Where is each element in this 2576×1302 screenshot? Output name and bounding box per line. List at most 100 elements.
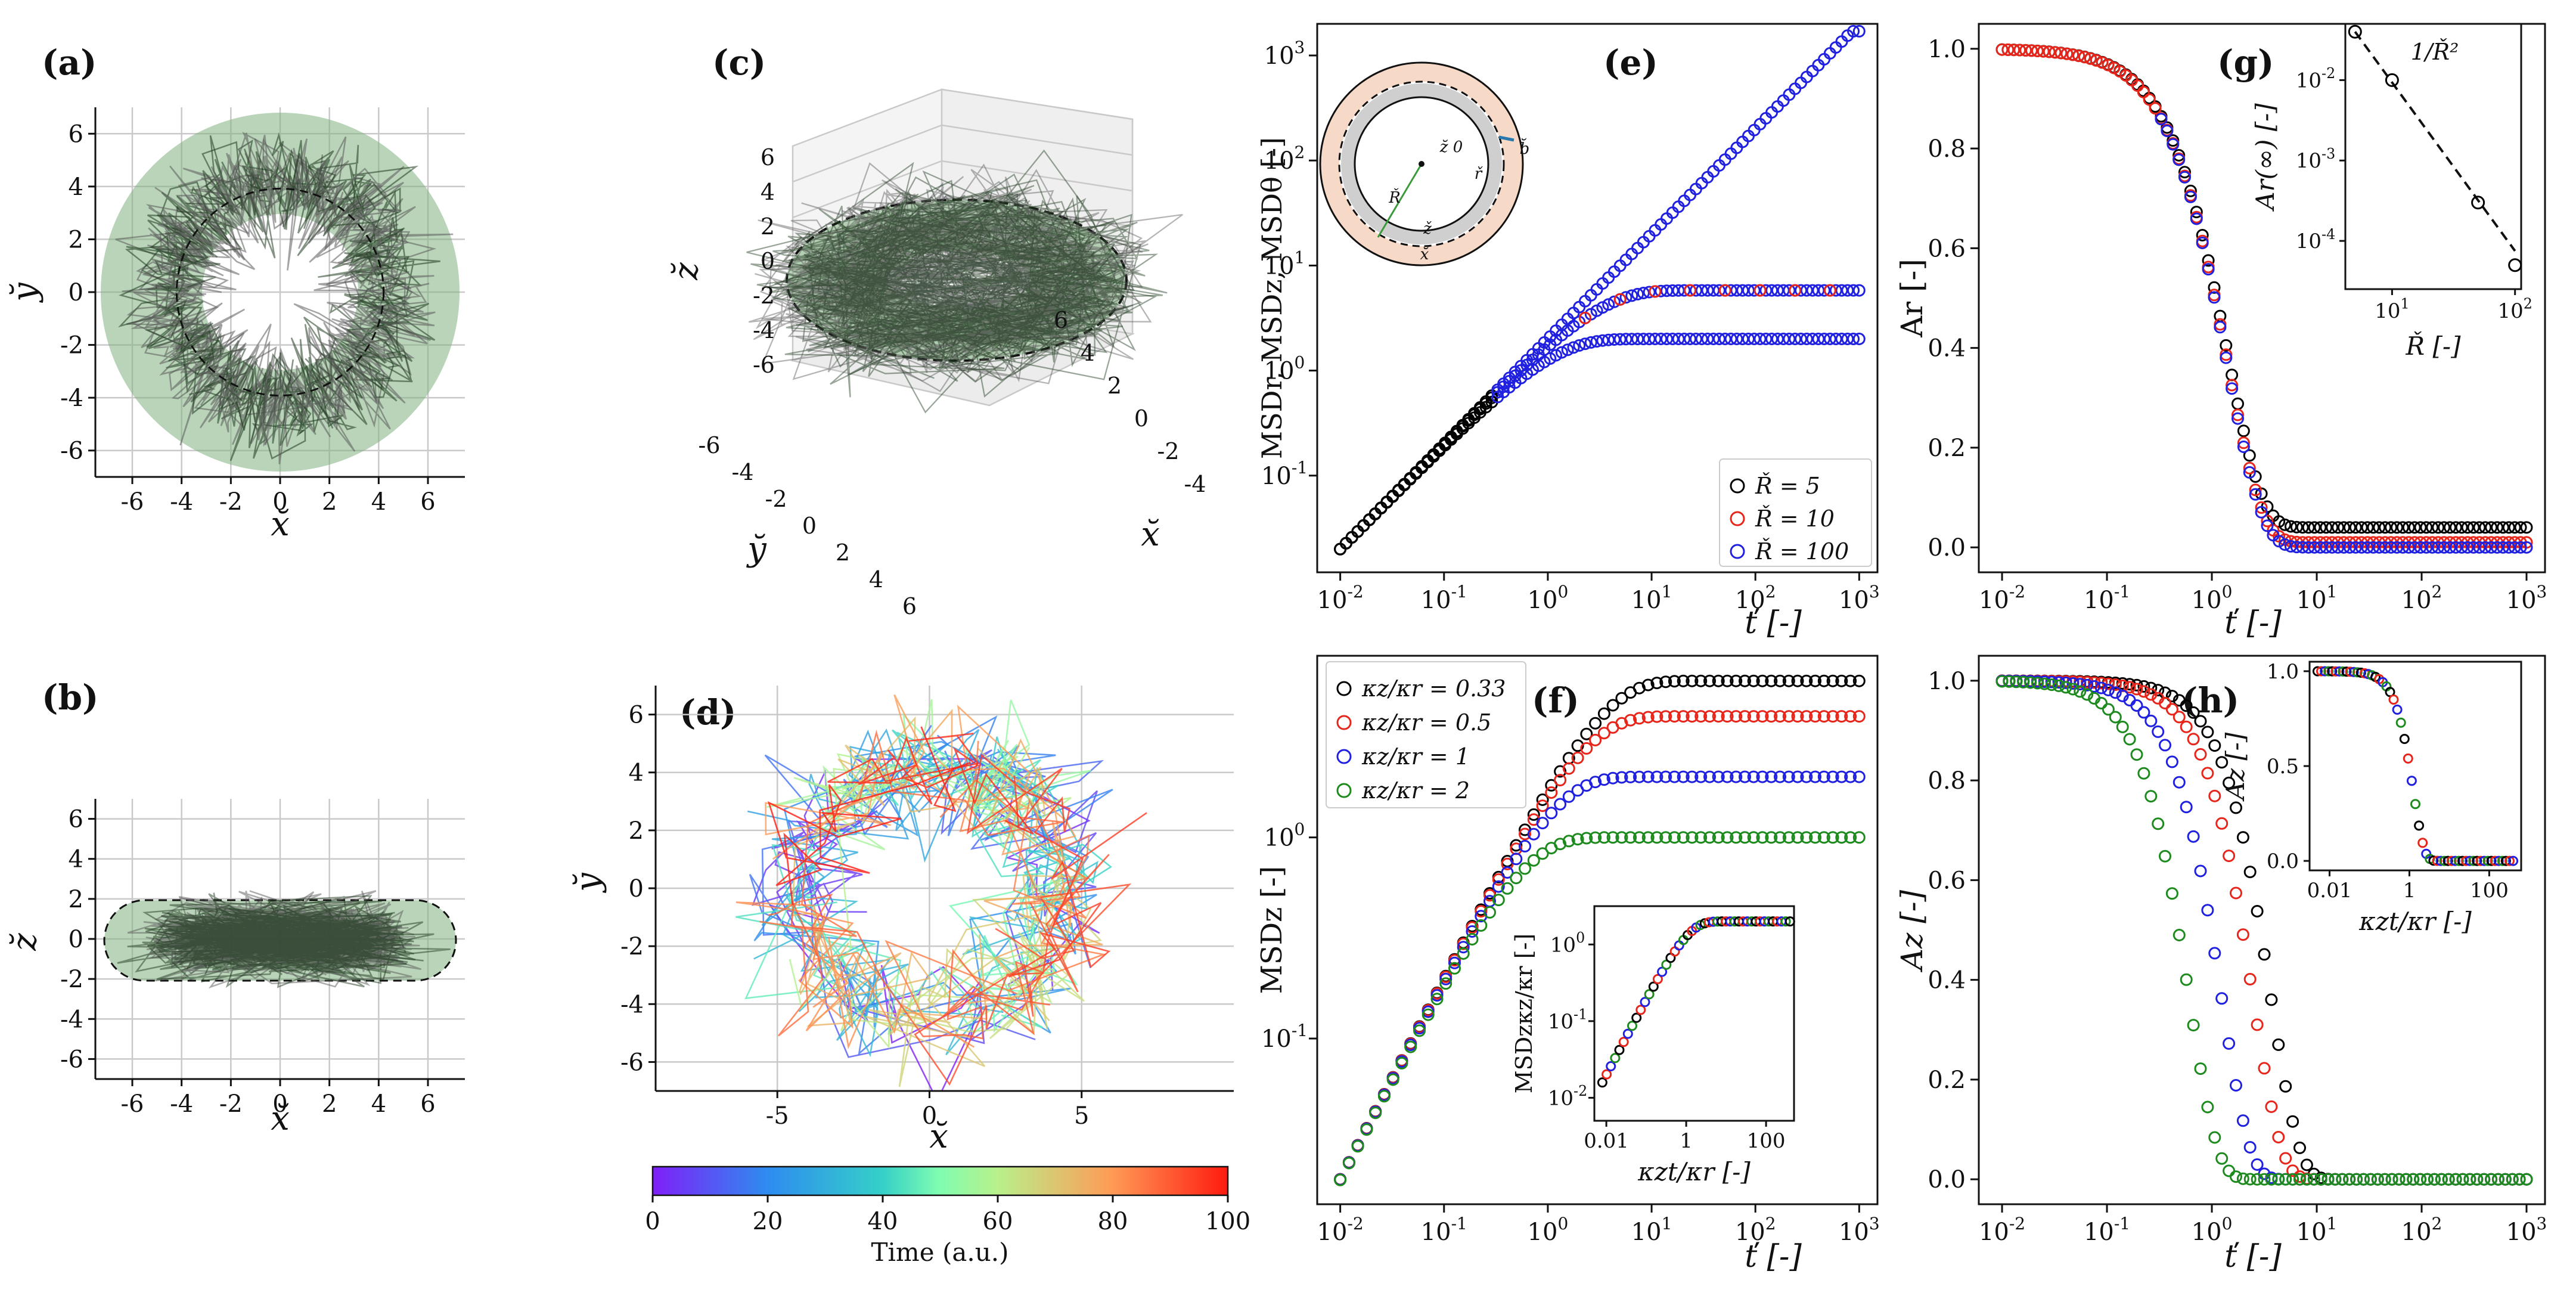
f-point bbox=[1668, 770, 1681, 783]
c-ytick-label: -4 bbox=[731, 459, 753, 485]
f-point bbox=[1852, 831, 1866, 844]
g-xlabel: ť [-] bbox=[2224, 605, 2282, 641]
h-point bbox=[2165, 887, 2178, 900]
h-point bbox=[2407, 1173, 2420, 1186]
g-point-R5 bbox=[2485, 521, 2498, 534]
f-inset-point bbox=[1618, 1037, 1629, 1047]
h-point bbox=[2456, 1173, 2469, 1186]
h-point bbox=[1995, 675, 2009, 688]
g-point-R5 bbox=[2520, 521, 2533, 534]
h-inset-point bbox=[2504, 855, 2515, 866]
h-point bbox=[2215, 1152, 2229, 1165]
g-point-R10 bbox=[2084, 52, 2097, 65]
g-point-R100 bbox=[2290, 541, 2303, 554]
a-ytick-label: 0 bbox=[69, 279, 83, 306]
e-legend-label: Ř = 10 bbox=[1755, 506, 1835, 532]
g-point-R5 bbox=[2408, 521, 2421, 534]
e-ytick-label: 100 bbox=[1264, 353, 1305, 385]
f-point bbox=[1782, 831, 1795, 844]
f-point bbox=[1739, 710, 1751, 723]
g-point-R5 bbox=[2338, 521, 2350, 534]
h-point bbox=[2102, 684, 2115, 696]
g-point-R10 bbox=[2060, 47, 2074, 60]
h-point bbox=[2095, 697, 2108, 709]
f-point bbox=[1686, 770, 1699, 783]
colorbar-tick-label: 60 bbox=[983, 1208, 1013, 1235]
d-ytick-label: 0 bbox=[629, 875, 644, 903]
h-inset-point bbox=[2461, 855, 2472, 866]
h-inset-point bbox=[2439, 855, 2450, 866]
h-point bbox=[2045, 678, 2058, 692]
g-point-R5 bbox=[2226, 368, 2239, 382]
h-inset-point bbox=[2312, 666, 2323, 677]
c-ytick-label: 6 bbox=[902, 593, 917, 619]
f-point bbox=[1677, 770, 1690, 783]
f-point bbox=[1589, 733, 1602, 746]
g-point-R5 bbox=[2178, 166, 2191, 179]
h-point bbox=[2230, 801, 2242, 814]
f-point bbox=[1774, 831, 1786, 844]
f-point bbox=[1571, 751, 1584, 764]
e-point-z bbox=[1695, 333, 1708, 345]
f-point bbox=[1730, 710, 1743, 723]
c-ztick-label: 0 bbox=[761, 248, 775, 274]
f-inset-point bbox=[1602, 1069, 1612, 1080]
f-point bbox=[1756, 710, 1769, 723]
e-ylabel: MSDr, MSDz, MSDθ [-] bbox=[1256, 137, 1288, 459]
f-point bbox=[1782, 674, 1795, 687]
d-trajectory-segment bbox=[768, 810, 983, 1091]
g-point-R100 bbox=[2302, 541, 2315, 554]
f-point bbox=[1730, 674, 1743, 687]
f-point bbox=[1844, 831, 1857, 844]
h-point bbox=[2265, 1173, 2278, 1186]
f-point bbox=[1703, 831, 1716, 844]
f-point bbox=[1800, 674, 1813, 687]
e-point-r bbox=[1852, 284, 1866, 297]
b-xtick-label: 2 bbox=[322, 1090, 337, 1118]
f-point bbox=[1721, 831, 1734, 844]
f-point bbox=[1712, 710, 1725, 723]
h-point bbox=[2059, 676, 2072, 689]
a-xtick-label: 2 bbox=[322, 488, 337, 516]
f-point bbox=[1510, 872, 1523, 885]
g-point-R5 bbox=[2449, 521, 2462, 534]
f-point bbox=[1475, 919, 1488, 932]
h-point bbox=[2428, 1173, 2441, 1186]
g-point-R100 bbox=[2420, 541, 2433, 554]
f-point bbox=[1809, 831, 1821, 844]
g-point-R10 bbox=[2232, 408, 2244, 421]
colorbar bbox=[651, 1165, 1229, 1196]
g-inset-frame bbox=[2344, 23, 2522, 290]
e-point-z bbox=[1823, 333, 1836, 345]
f-point bbox=[1809, 770, 1821, 783]
f-point bbox=[1510, 839, 1523, 852]
g-point-R10 bbox=[2031, 45, 2044, 57]
e-xtick-label: 101 bbox=[1631, 582, 1672, 614]
h-point bbox=[2243, 973, 2257, 985]
f-point bbox=[1826, 710, 1839, 723]
h-point bbox=[2088, 680, 2101, 693]
f-point bbox=[1510, 852, 1523, 866]
h-point bbox=[2471, 1173, 2484, 1186]
f-point bbox=[1589, 717, 1602, 730]
g-point-R5 bbox=[2196, 229, 2209, 241]
h-point bbox=[2116, 720, 2129, 733]
f-point bbox=[1641, 770, 1655, 783]
g-point-R100 bbox=[2196, 237, 2209, 249]
colorbar-tick-label: 40 bbox=[868, 1208, 898, 1235]
g-point-R5 bbox=[2473, 521, 2486, 534]
g-inset-ylabel: Ar(∞) [-] bbox=[2251, 103, 2280, 212]
f-point bbox=[1721, 710, 1734, 723]
h-point bbox=[2024, 676, 2037, 689]
e-point-r bbox=[1730, 284, 1743, 297]
f-point bbox=[1677, 674, 1690, 687]
f-point bbox=[1703, 770, 1716, 783]
h-inset-point bbox=[2435, 855, 2446, 866]
f-inset-ytick-label: 10-2 bbox=[1548, 1083, 1587, 1110]
f-point bbox=[1597, 707, 1610, 720]
panel-label-b: (b) bbox=[42, 677, 98, 718]
d-trajectory-segment bbox=[792, 716, 1042, 978]
h-inset-point bbox=[2472, 855, 2482, 866]
d-trajectory-segment bbox=[884, 740, 1107, 1030]
